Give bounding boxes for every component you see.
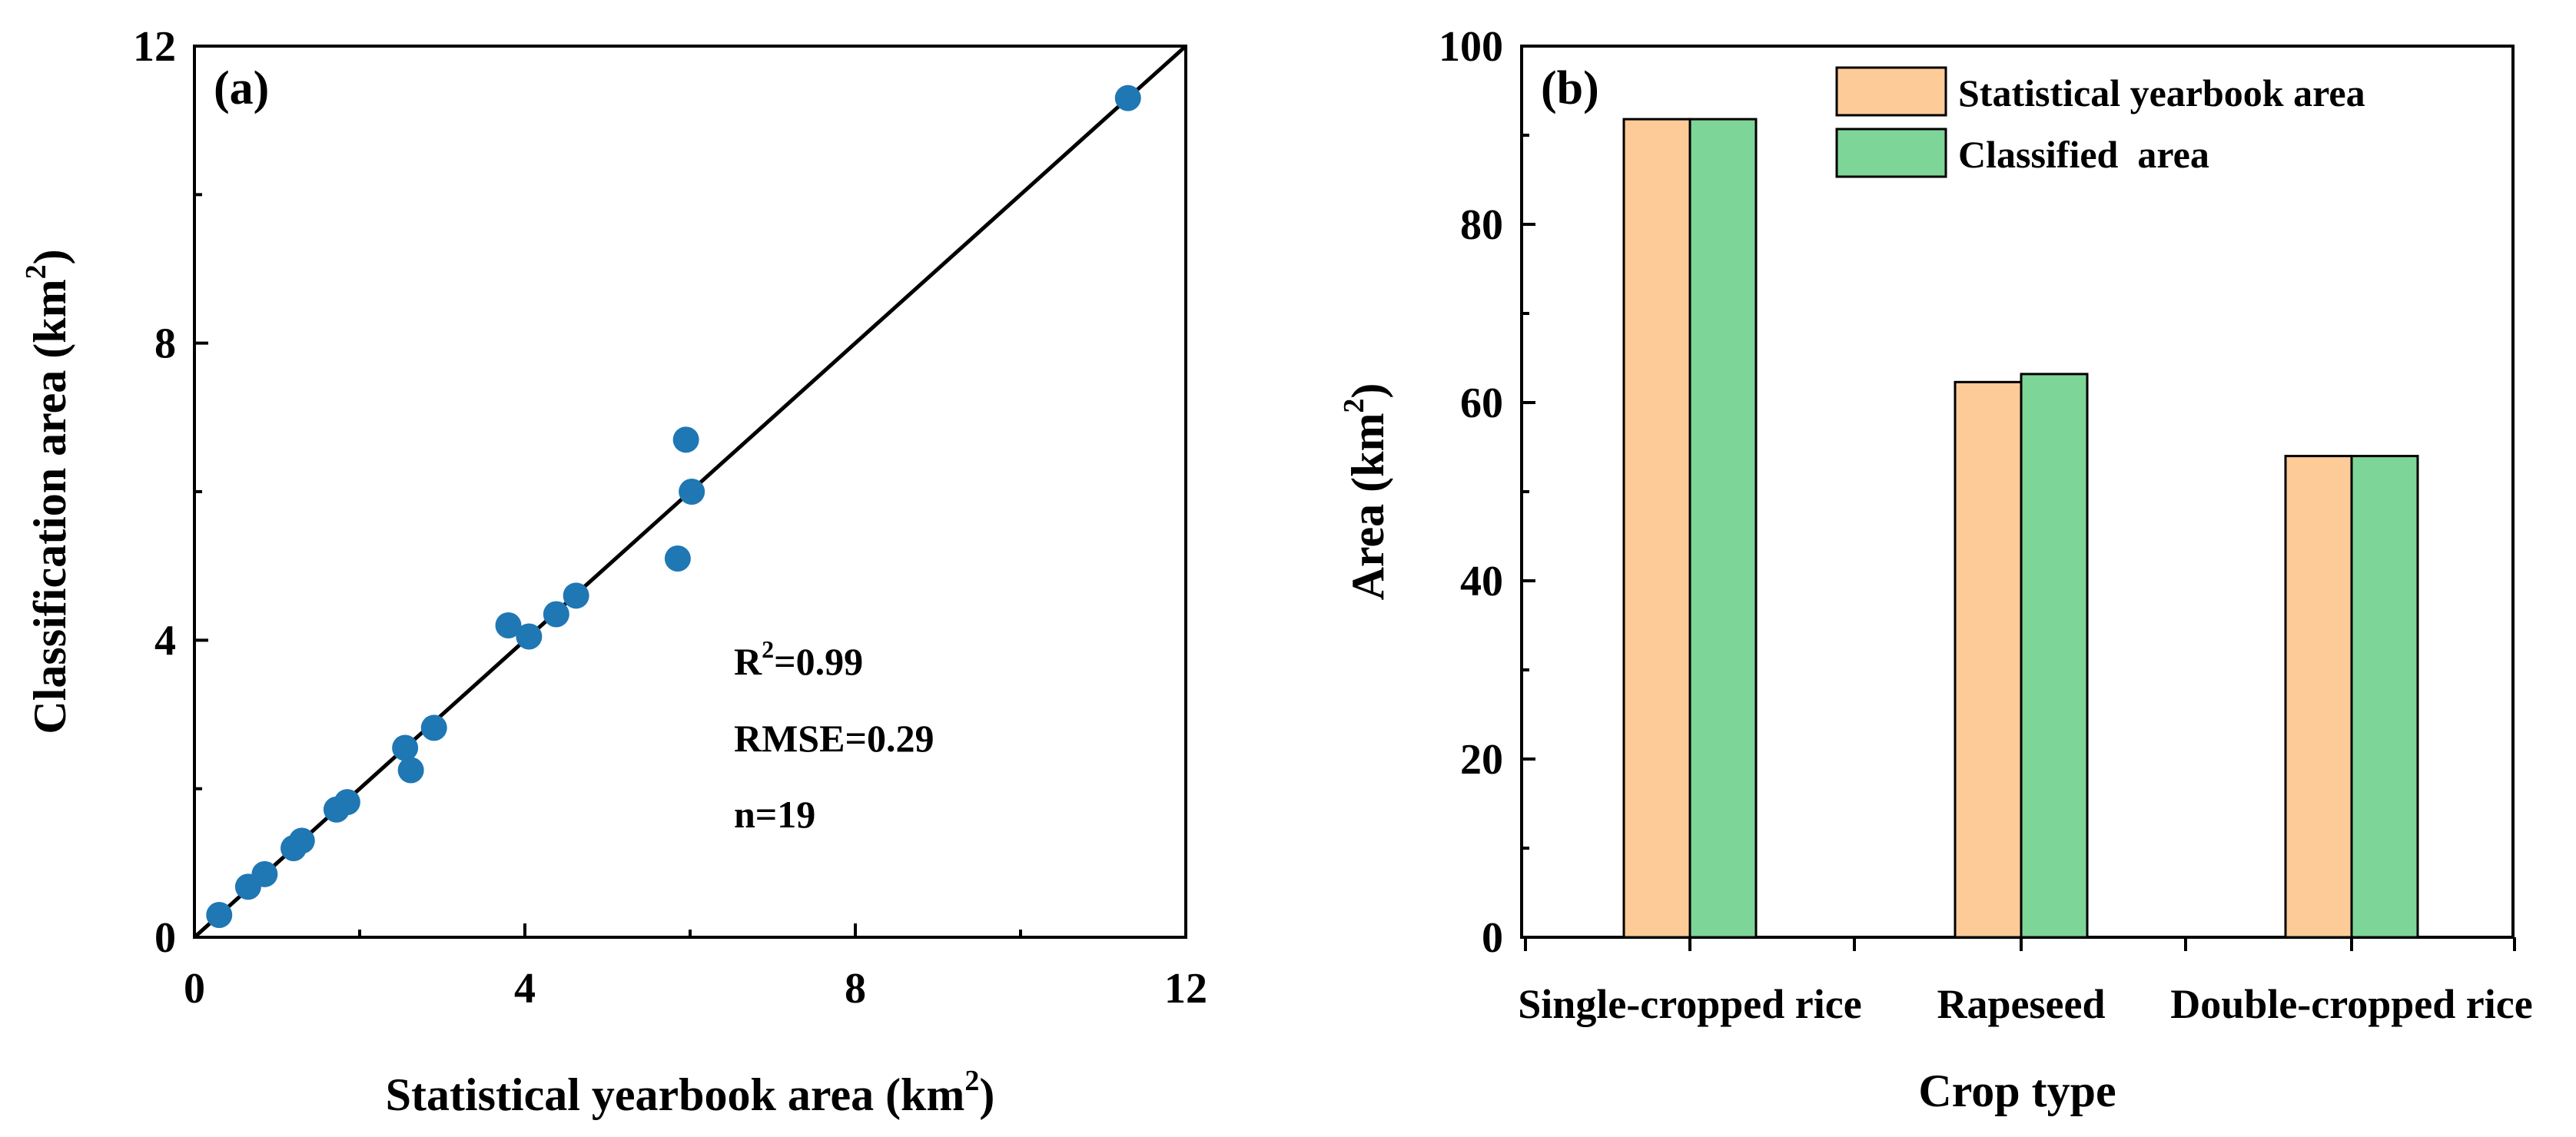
data-point: [420, 714, 447, 741]
data-point: [495, 612, 522, 638]
bar: [2350, 455, 2419, 939]
y-tick-label: 60: [1460, 380, 1503, 427]
legend-label-statistical: Statistical yearbook area: [1958, 71, 2365, 114]
bar: [1688, 118, 1758, 939]
stat-rmse: RMSE=0.29: [734, 717, 934, 760]
scatter-axis-ticks: 0 4 8 12 0 4 8 12: [133, 23, 1207, 1013]
x-tick-label: 8: [845, 965, 866, 1013]
bar: [2020, 373, 2089, 939]
bars: [1622, 118, 2419, 939]
data-point: [206, 902, 233, 928]
x-tick-label: 12: [1164, 965, 1207, 1013]
data-point: [397, 757, 424, 784]
data-point: [563, 582, 589, 609]
x-tick-label: 4: [514, 965, 536, 1013]
y-tick-label: 4: [154, 617, 176, 665]
stat-n: n=19: [734, 793, 815, 836]
legend-label-classified: Classified area: [1958, 133, 2209, 176]
bar: [1622, 118, 1691, 939]
y-tick-label: 20: [1460, 736, 1503, 784]
data-point: [288, 827, 315, 854]
data-point: [543, 601, 569, 628]
y-tick-label: 0: [154, 914, 176, 962]
bar: [1954, 380, 2023, 939]
y-tick-label: 80: [1460, 201, 1503, 249]
data-point: [334, 789, 360, 816]
bar-y-axis-label: Area (km2): [1338, 383, 1393, 601]
bar-axis-ticks: 0 20 40 60 80 100 Single-cropped rice Rapeseed D…: [1439, 23, 2533, 1027]
legend-swatch-statistical: [1835, 66, 1947, 117]
scatter-y-axis-label: Classification area (km2): [20, 249, 75, 734]
scatter-x-axis-label: Statistical yearbook area (km2): [386, 1065, 995, 1120]
data-point: [251, 860, 278, 887]
data-point: [672, 426, 699, 453]
y-tick-label: 12: [133, 23, 176, 71]
data-point: [392, 734, 419, 761]
y-tick-label: 0: [1482, 914, 1503, 962]
bar-x-axis-label: Crop type: [1918, 1066, 2116, 1116]
x-category-label: Single-cropped rice: [1518, 981, 1861, 1027]
y-tick-label: 40: [1460, 558, 1503, 605]
data-point: [664, 545, 691, 572]
panel-label-b: (b): [1541, 62, 1599, 114]
data-point: [1114, 85, 1141, 111]
data-point: [679, 479, 705, 505]
panel-label-a: (a): [214, 62, 269, 114]
scatter-panel: 0 4 8 12 0 4 8 12 (a) R2=0.99 RMSE=0.29 n=19 St…: [20, 23, 1207, 1120]
y-tick-label: 100: [1439, 23, 1503, 71]
x-category-label: Double-cropped rice: [2170, 981, 2532, 1027]
x-category-label: Rapeseed: [1937, 981, 2106, 1027]
stat-r2: R2=0.99: [734, 635, 863, 683]
bar-panel: 0 20 40 60 80 100 Single-cropped rice Rapeseed D…: [1338, 23, 2533, 1116]
y-tick-label: 8: [154, 320, 176, 368]
data-point: [516, 623, 543, 650]
bar: [2284, 455, 2353, 939]
legend: Statistical yearbook area Classified are…: [1835, 66, 2365, 178]
x-tick-label: 0: [184, 965, 205, 1013]
scatter-points: [206, 85, 1141, 928]
legend-swatch-classified: [1835, 128, 1947, 178]
